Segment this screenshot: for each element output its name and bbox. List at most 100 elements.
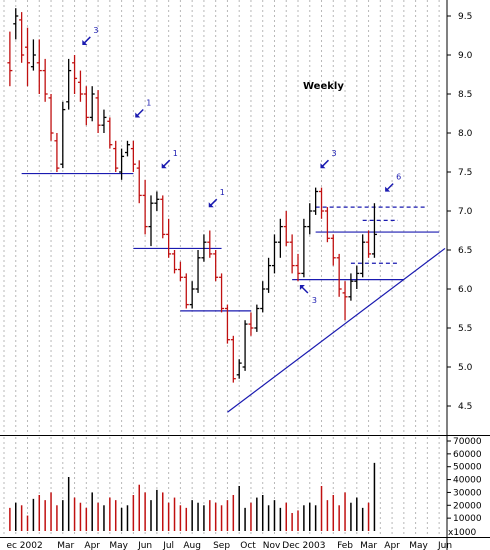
ohlc-bar — [330, 234, 336, 266]
ohlc-bar — [95, 90, 101, 133]
ohlc-bar — [324, 207, 330, 243]
ohlc-bar — [201, 234, 207, 262]
arrow-icon — [321, 159, 329, 167]
ohlc-bar — [230, 335, 236, 383]
x-tick-label: Jun — [137, 541, 152, 550]
ohlc-bar — [48, 94, 54, 141]
ohlc-bar — [213, 250, 219, 282]
ohlc-bar — [301, 218, 307, 278]
ohlc-bar — [36, 39, 42, 94]
ohlc-bar — [283, 211, 289, 247]
price-tick-label: 7.5 — [458, 168, 472, 178]
wave-label: 3 — [312, 296, 317, 305]
arrow-icon — [136, 108, 144, 117]
ohlc-bar — [219, 273, 225, 313]
ohlc-bar — [271, 234, 277, 274]
price-tick-label: 9.5 — [458, 12, 472, 22]
volume-tick-label: 70000 — [453, 437, 482, 447]
wave-annotation: 1 — [161, 149, 178, 169]
level-lines — [21, 172, 446, 413]
x-tick-label: Mar — [57, 541, 74, 550]
ohlc-bar — [113, 140, 119, 172]
x-tick-label: Oct — [240, 541, 256, 550]
axis-labels: 4.5 5.0 5.5 6.0 6.5 7.0 7.5 8.0 8.5 9.0 9.5 10000 20… — [6, 12, 481, 550]
ohlc-bar — [7, 31, 13, 87]
price-tick-label: 6.0 — [458, 285, 473, 295]
ohlc-bar — [72, 55, 78, 94]
price-tick-label: 5.0 — [458, 363, 473, 373]
ohlc-bar — [166, 218, 172, 258]
ohlc-bar — [30, 39, 36, 71]
x-tick-label: Feb — [337, 541, 353, 550]
arrow-icon — [301, 286, 309, 294]
ohlc-bar — [336, 253, 342, 297]
ohlc-bar — [148, 195, 154, 247]
ohlc-bar — [66, 58, 72, 110]
x-tick-label: Aug — [183, 541, 201, 550]
ohlc-bar — [54, 133, 60, 172]
ohlc-bar — [119, 148, 125, 180]
volume-tick-label: 10000 — [453, 514, 482, 524]
volume-tick-label: 60000 — [453, 450, 482, 460]
trend-line — [227, 247, 446, 413]
ohlc-bar — [189, 281, 195, 309]
ohlc-bar — [319, 187, 325, 219]
ohlc-bar — [101, 109, 107, 133]
ohlc-bar — [266, 257, 272, 293]
ohlc-bar — [142, 179, 148, 235]
arrow-head — [320, 163, 326, 169]
ohlc-bar — [83, 86, 89, 126]
price-tick-label: 7.0 — [458, 207, 473, 217]
arrow-icon — [386, 183, 394, 191]
ohlc-bar — [130, 140, 136, 172]
ohlc-bar — [183, 273, 189, 309]
ohlc-bar — [295, 253, 301, 282]
volume-bars — [9, 462, 376, 531]
wave-annotation: 1 — [135, 99, 151, 118]
ohlc-bar — [354, 265, 360, 289]
ohlc-bar — [313, 187, 319, 215]
wave-label: 3 — [331, 149, 336, 158]
arrow-head — [161, 163, 167, 169]
arrow-icon — [210, 198, 218, 206]
price-tick-label: 6.5 — [458, 246, 472, 256]
x-tick-label: Dec 2003 — [282, 541, 325, 550]
ohlc-bar — [224, 304, 230, 344]
chart-title: Weekly — [303, 81, 344, 92]
x-tick-label: May — [109, 541, 128, 550]
arrow-head — [82, 39, 88, 45]
wave-label: 6 — [396, 173, 401, 182]
arrow-head — [299, 285, 305, 290]
ohlc-bar — [254, 304, 260, 332]
volume-tick-label: 30000 — [453, 488, 482, 498]
ohlc-bar — [177, 261, 183, 282]
ohlc-bar — [107, 117, 113, 149]
volume-tick-label: 40000 — [453, 476, 482, 486]
wave-annotation: 1 — [208, 188, 225, 208]
price-tick-label: 5.5 — [458, 324, 472, 334]
wave-annotations: 3 1 1 1 3 3 6 — [82, 26, 401, 305]
ohlc-bar — [207, 230, 213, 258]
ohlc-bar — [289, 234, 295, 274]
ohlc-bar — [277, 218, 283, 258]
arrow-head — [135, 112, 141, 118]
ohlc-bar — [154, 191, 160, 211]
wave-annotation: 3 — [299, 285, 317, 305]
wave-annotation: 6 — [385, 173, 401, 192]
x-tick-label: Jul — [162, 541, 174, 550]
arrow-head — [208, 202, 214, 208]
price-tick-label: 8.5 — [458, 90, 472, 100]
x-tick-label: Apr — [84, 541, 100, 550]
ohlc-bar — [19, 12, 25, 63]
x-tick-label: May — [409, 541, 428, 550]
arrow-icon — [163, 159, 171, 167]
ohlc-bar — [342, 281, 348, 321]
arrow-head — [385, 186, 391, 192]
ohlc-bar — [160, 195, 166, 239]
volume-tick-label: 50000 — [453, 463, 482, 473]
x-tick-label: Jun — [437, 541, 452, 550]
grid-layer — [3, 0, 440, 537]
ohlc-bar — [77, 70, 83, 102]
